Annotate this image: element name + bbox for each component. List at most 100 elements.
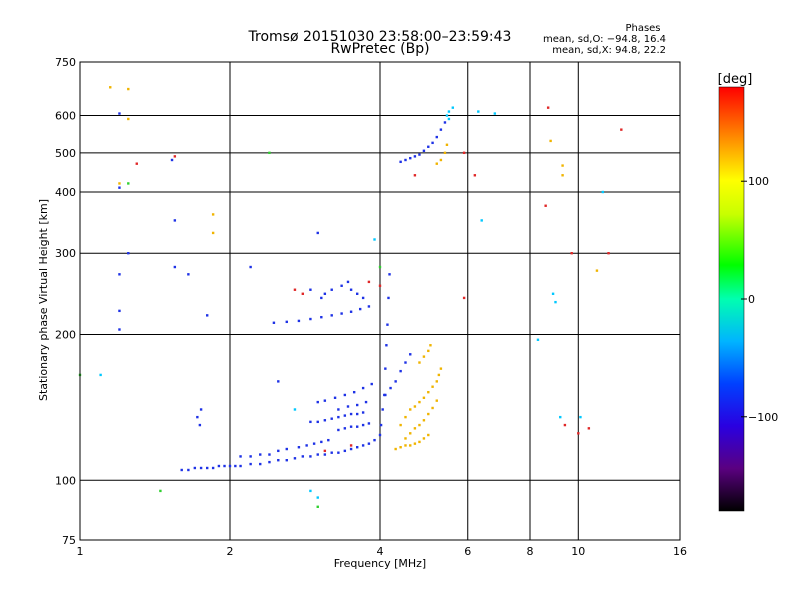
data-point: [305, 444, 308, 447]
y-tick-label: 600: [55, 110, 76, 123]
x-axis-label: Frequency [MHz]: [334, 557, 426, 570]
data-point: [445, 143, 449, 146]
data-point: [443, 121, 447, 124]
colorbar-tick-label: 100: [748, 175, 769, 188]
gridlines: [80, 62, 680, 540]
y-axis-label: Stationary phase Virtual Height [km]: [37, 199, 50, 401]
data-point: [323, 399, 327, 402]
data-point: [404, 415, 407, 419]
data-point: [285, 320, 288, 324]
data-point: [355, 446, 359, 449]
data-point: [352, 390, 356, 394]
data-point: [413, 155, 417, 158]
plot-frame: [79, 61, 681, 541]
data-point: [211, 213, 215, 216]
data-point: [431, 385, 434, 388]
data-point: [259, 453, 262, 456]
data-point: [361, 296, 365, 300]
data-point: [228, 464, 232, 468]
data-point: [439, 367, 443, 370]
data-point: [399, 160, 402, 164]
data-point: [544, 204, 547, 207]
data-point: [173, 155, 177, 158]
stats-heading: Phases: [625, 23, 660, 34]
data-point: [437, 373, 441, 377]
data-point: [443, 151, 447, 155]
data-point: [316, 505, 319, 509]
data-point: [418, 361, 421, 364]
data-point: [355, 403, 359, 407]
data-point: [205, 314, 209, 317]
data-point: [343, 393, 347, 397]
data-point: [559, 415, 562, 419]
data-point: [199, 408, 203, 411]
data-point: [193, 466, 197, 470]
data-point: [361, 444, 365, 447]
data-point: [418, 440, 421, 444]
data-point: [349, 310, 353, 313]
data-point: [355, 292, 359, 295]
data-point: [118, 328, 121, 331]
data-point: [413, 405, 417, 408]
data-point: [187, 273, 190, 276]
data-point: [346, 280, 350, 284]
data-point: [205, 466, 209, 470]
data-point: [422, 396, 426, 399]
data-point: [577, 432, 580, 435]
data-point: [170, 158, 174, 162]
data-point: [301, 292, 305, 295]
data-point: [388, 273, 391, 276]
data-point: [435, 162, 438, 165]
data-point: [418, 423, 421, 427]
data-point: [268, 460, 271, 464]
data-point: [422, 419, 426, 422]
data-point: [462, 296, 466, 300]
data-point: [340, 284, 343, 287]
chart-title-line-1: Tromsø 20151030 23:58:00–23:59:43: [248, 29, 512, 45]
data-point: [239, 464, 242, 468]
data-point: [337, 451, 340, 454]
data-point: [316, 400, 319, 404]
data-point: [477, 110, 480, 113]
data-point: [285, 459, 288, 462]
data-point: [343, 449, 347, 453]
data-point: [385, 344, 388, 347]
data-point: [333, 396, 337, 399]
data-point: [285, 447, 288, 451]
data-point: [355, 425, 359, 428]
data-point: [418, 153, 421, 156]
data-point: [404, 158, 407, 162]
data-point: [379, 423, 383, 427]
data-point: [196, 415, 199, 419]
y-tick-label: 100: [55, 474, 76, 487]
data-point: [409, 353, 412, 356]
data-point: [320, 296, 323, 300]
data-point: [549, 139, 552, 143]
data-point: [404, 437, 407, 440]
x-tick-label: 8: [527, 545, 534, 558]
data-point: [473, 174, 477, 177]
data-point: [135, 162, 138, 165]
data-point: [462, 151, 466, 155]
data-point: [427, 145, 430, 148]
data-point: [373, 438, 376, 442]
data-point: [439, 158, 443, 162]
data-point: [127, 182, 130, 185]
data-point: [381, 408, 384, 411]
data-point: [309, 420, 312, 424]
data-point: [493, 112, 497, 115]
data-point: [387, 296, 390, 300]
data-point: [316, 231, 319, 235]
data-point: [563, 423, 567, 427]
data-point: [320, 315, 323, 319]
chart-title-line-2: RwPretec (Bp): [330, 41, 429, 57]
data-point: [323, 449, 327, 453]
data-point: [127, 252, 130, 255]
data-point: [409, 408, 412, 411]
data-point: [312, 442, 316, 445]
data-point: [431, 141, 434, 145]
y-tick-labels: 75 100 200 300 400 500 600 750: [55, 56, 76, 547]
data-point: [346, 405, 350, 408]
